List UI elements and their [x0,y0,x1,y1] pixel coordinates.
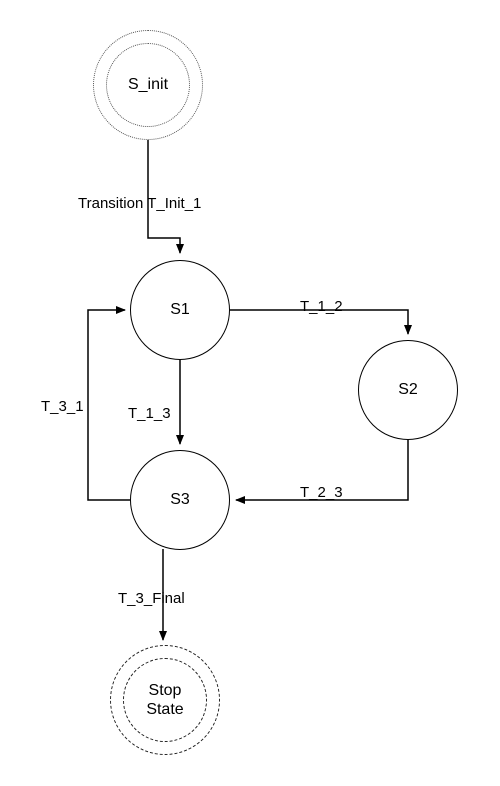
node-s_init: S_init [106,43,190,127]
edge-label-t_init_1: Transition T_Init_1 [78,195,201,212]
node-stop: Stop State [123,658,207,742]
node-s2: S2 [358,340,458,440]
edge-label-t_1_3: T_1_3 [128,405,171,422]
edge-label-t_3_1: T_3_1 [41,398,84,415]
edge-label-t_1_2: T_1_2 [300,298,343,315]
edge-t_3_1 [88,310,130,500]
edge-label-t_3_final: T_3_Final [118,590,185,607]
node-s1: S1 [130,260,230,360]
node-s3: S3 [130,450,230,550]
state-diagram: S_init S1 S2 S3 Stop State Transition T_Init… [0,0,500,786]
edge-label-t_2_3: T_2_3 [300,484,343,501]
